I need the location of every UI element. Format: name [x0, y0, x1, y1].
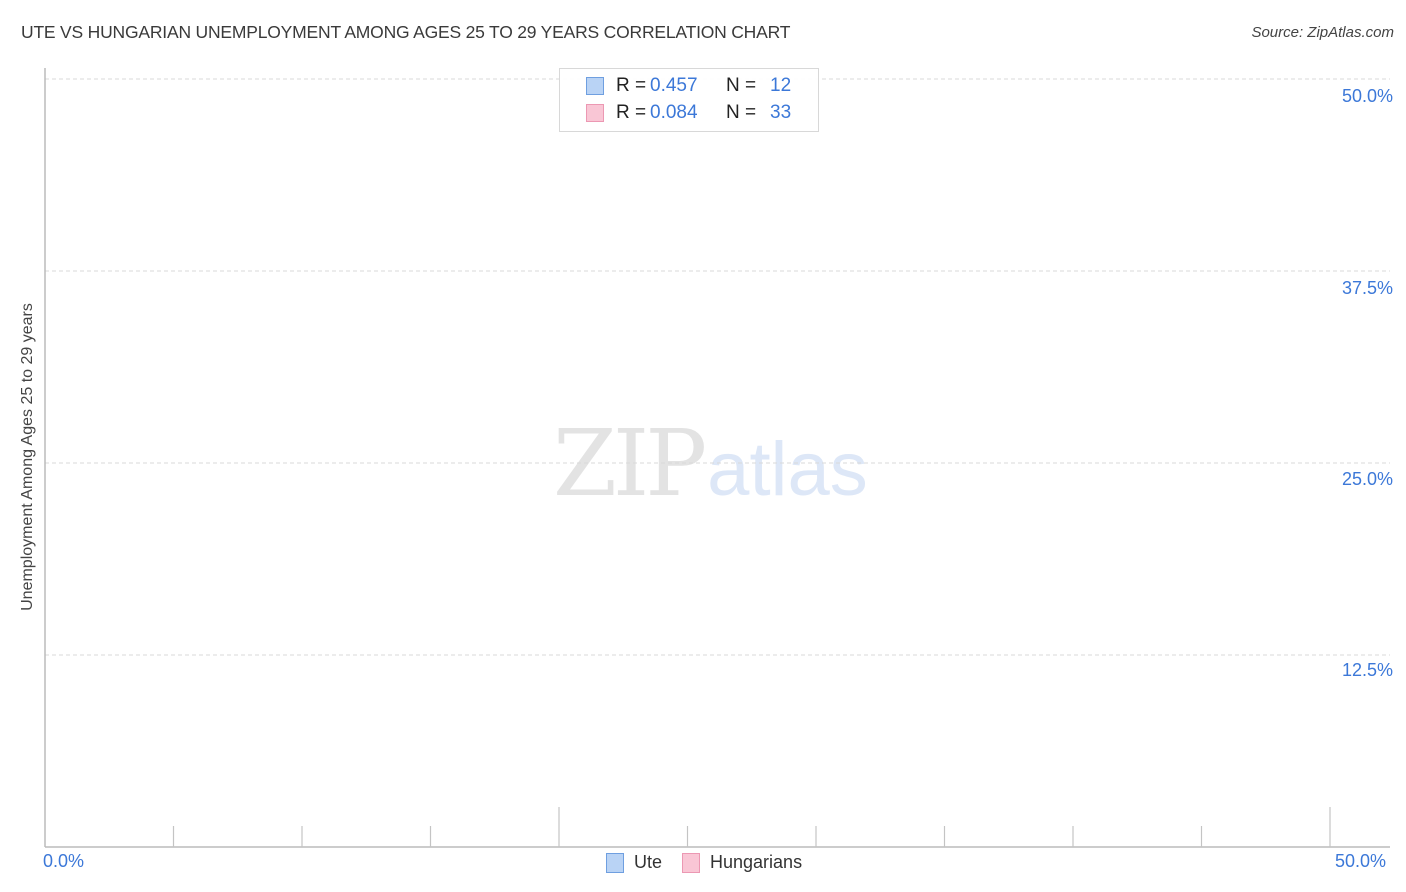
hungarians-legend-swatch-icon: [682, 852, 701, 873]
x-tick-0: 0.0%: [43, 851, 85, 871]
correlation-legend: R = 0.457 N = 12 R = 0.084 N = 33: [559, 68, 819, 132]
hungarians-swatch-icon: [586, 104, 604, 122]
legend-row-hungarians: R = 0.084 N = 33: [586, 101, 791, 125]
gridlines: [45, 78, 1390, 656]
y-tick-25: 25.0%: [1341, 469, 1393, 489]
ute-swatch-icon: [586, 77, 604, 95]
legend-row-ute: R = 0.457 N = 12: [586, 74, 791, 98]
y-tick-50: 50.0%: [1341, 86, 1393, 106]
source-label: Source: ZipAtlas.com: [1251, 24, 1394, 41]
y-tick-12-5: 12.5%: [1341, 660, 1393, 680]
series-legend: Ute Hungarians: [606, 852, 822, 873]
ute-n-value: 12: [770, 75, 792, 96]
ute-r-value: 0.457: [650, 75, 698, 96]
x-tick-50: 50.0%: [1335, 851, 1387, 871]
y-axis-label: Unemployment Among Ages 25 to 29 years: [19, 303, 36, 611]
ute-legend-swatch-icon: [606, 852, 624, 873]
hungarians-n-value: 33: [770, 102, 792, 123]
legend-item-hungarians[interactable]: Hungarians: [682, 852, 802, 873]
axes: [44, 68, 1390, 848]
legend-item-ute[interactable]: Ute: [606, 852, 662, 873]
hungarians-r-value: 0.084: [650, 102, 698, 123]
chart-title: UTE VS HUNGARIAN UNEMPLOYMENT AMONG AGES…: [21, 22, 791, 42]
y-tick-37-5: 37.5%: [1341, 278, 1393, 298]
